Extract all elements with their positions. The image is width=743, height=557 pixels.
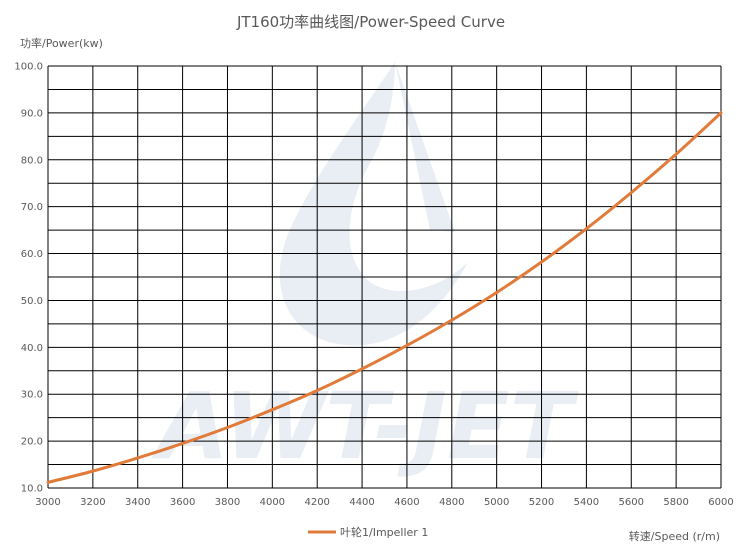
y-tick-label: 30.0 <box>21 390 43 401</box>
y-tick-label: 90.0 <box>21 108 43 119</box>
y-tick-label: 40.0 <box>21 343 43 354</box>
y-tick-label: 50.0 <box>21 296 43 307</box>
y-tick-label: 80.0 <box>21 155 43 166</box>
x-tick-label: 5800 <box>663 497 688 508</box>
x-tick-label: 4400 <box>349 497 374 508</box>
series-layer <box>46 111 723 484</box>
watermark-text: AWT-JET <box>152 373 579 480</box>
x-tick-label: 4600 <box>394 497 419 508</box>
grid <box>47 65 722 489</box>
y-tick-label: 60.0 <box>21 249 43 260</box>
x-axis-label: 转速/Speed (r/m) <box>629 529 720 543</box>
x-tick-label: 3200 <box>80 497 105 508</box>
y-tick-labels: 10.0 20.0 30.0 40.0 50.0 60.0 70.0 80.0 90.0 100.… <box>14 62 43 495</box>
x-tick-label: 3800 <box>215 497 240 508</box>
x-tick-label: 3600 <box>170 497 195 508</box>
x-tick-label: 3000 <box>35 497 60 508</box>
x-tick-label: 5400 <box>574 497 599 508</box>
x-tick-label: 5000 <box>484 497 509 508</box>
y-axis-label: 功率/Power(kw) <box>20 36 103 50</box>
y-tick-label: 10.0 <box>21 484 43 495</box>
chart-title: JT160功率曲线图/Power-Speed Curve <box>236 13 505 31</box>
x-tick-label: 3400 <box>125 497 150 508</box>
x-tick-label: 5200 <box>529 497 554 508</box>
x-tick-label: 6000 <box>708 497 733 508</box>
x-tick-label: 4800 <box>439 497 464 508</box>
y-tick-label: 70.0 <box>21 202 43 213</box>
series-line <box>46 111 723 484</box>
legend: 叶轮1/Impeller 1 <box>308 525 428 539</box>
legend-label: 叶轮1/Impeller 1 <box>340 525 428 539</box>
awt-jet-watermark-logo: AWT-JET <box>152 62 579 480</box>
x-tick-labels: 3000 3200 3400 3600 3800 4000 4200 4400 4600 4800… <box>35 497 733 508</box>
y-tick-label: 20.0 <box>21 437 43 448</box>
x-tick-label: 4200 <box>304 497 329 508</box>
y-tick-label: 100.0 <box>14 62 43 73</box>
x-tick-label: 4000 <box>260 497 285 508</box>
x-tick-label: 5600 <box>619 497 644 508</box>
